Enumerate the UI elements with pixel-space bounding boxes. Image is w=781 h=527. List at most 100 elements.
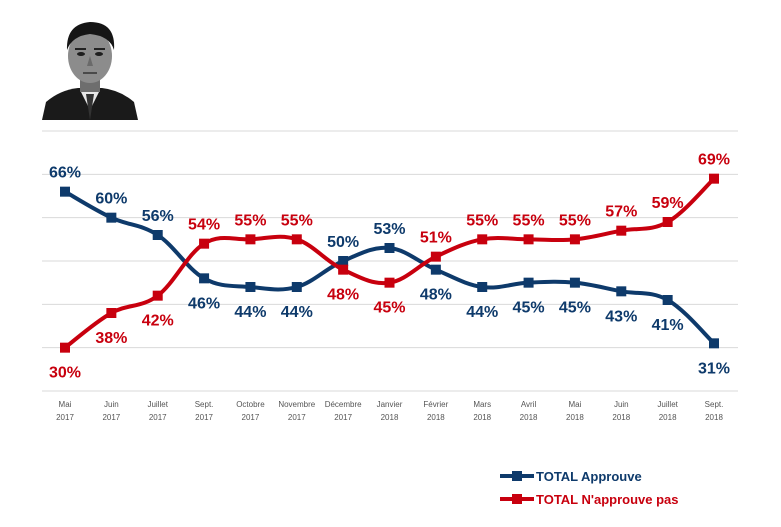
point-disapprove [709, 173, 719, 184]
x-tick-label-month: Juin [104, 400, 119, 409]
point-approve [616, 286, 627, 297]
data-label-disapprove: 45% [373, 300, 405, 317]
point-disapprove [338, 264, 349, 275]
data-label-disapprove: 59% [652, 195, 684, 212]
legend-label-disapprove: TOTAL N'approuve pas [536, 491, 679, 507]
legend-swatch-approve [500, 466, 534, 486]
x-tick-label-year: 2018 [520, 413, 538, 422]
data-label-disapprove: 30% [49, 365, 81, 382]
point-approve [338, 256, 349, 266]
point-approve [523, 277, 534, 288]
x-tick-label-month: Avril [521, 400, 537, 409]
data-label-approve: 50% [327, 234, 359, 251]
point-disapprove [152, 290, 163, 301]
data-label-approve: 44% [466, 304, 498, 321]
data-label-approve: 45% [513, 300, 545, 317]
point-disapprove [245, 234, 256, 245]
point-approve [152, 230, 163, 240]
point-approve [569, 277, 580, 288]
data-label-approve: 44% [234, 304, 266, 321]
x-tick-label-year: 2018 [566, 413, 584, 422]
data-label-disapprove: 38% [95, 330, 127, 347]
x-tick-label-year: 2017 [56, 413, 74, 422]
data-label-approve: 48% [420, 287, 452, 304]
x-tick-label-year: 2017 [195, 413, 213, 422]
x-tick-label-month: Novembre [278, 400, 315, 409]
x-tick-label-year: 2018 [705, 413, 723, 422]
point-disapprove [477, 234, 488, 245]
data-label-disapprove: 54% [188, 217, 220, 234]
data-label-disapprove: 57% [605, 204, 637, 221]
legend-swatch-disapprove [500, 489, 534, 509]
x-tick-label-year: 2017 [288, 413, 306, 422]
x-tick-label-year: 2017 [242, 413, 260, 422]
point-approve [477, 282, 488, 292]
x-tick-label-month: Octobre [236, 400, 265, 409]
data-label-approve: 60% [95, 191, 127, 208]
point-disapprove [662, 217, 673, 227]
data-label-approve: 46% [188, 295, 220, 312]
data-label-disapprove: 55% [513, 212, 545, 229]
x-tick-label-year: 2017 [149, 413, 167, 422]
point-approve [430, 264, 441, 275]
point-disapprove [106, 308, 117, 318]
point-disapprove [569, 234, 580, 245]
legend-label-approve: TOTAL Approuve [536, 468, 642, 484]
data-label-disapprove: 55% [559, 212, 591, 229]
data-label-approve: 66% [49, 165, 81, 182]
point-approve [60, 186, 70, 197]
legend-item-disapprove: TOTAL N'approuve pas [500, 489, 679, 509]
portrait-photo [40, 10, 140, 120]
x-tick-label-month: Sept. [705, 400, 724, 409]
point-disapprove [430, 251, 441, 262]
data-label-disapprove: 48% [327, 287, 359, 304]
data-label-disapprove: 55% [234, 212, 266, 229]
x-tick-label-year: 2017 [102, 413, 120, 422]
data-label-disapprove: 42% [142, 313, 174, 330]
point-disapprove [523, 234, 534, 245]
data-label-approve: 56% [142, 208, 174, 225]
x-tick-label-year: 2018 [427, 413, 445, 422]
data-label-approve: 41% [652, 317, 684, 334]
data-label-disapprove: 51% [420, 230, 452, 247]
x-tick-label-year: 2018 [612, 413, 630, 422]
x-tick-label-month: Décembre [325, 400, 362, 409]
series-lines [60, 173, 719, 353]
data-label-disapprove: 69% [698, 152, 730, 169]
point-approve [106, 212, 117, 223]
x-tick-label-month: Mai [59, 400, 72, 409]
x-tick-label-month: Janvier [377, 400, 403, 409]
x-tick-label-month: Juillet [657, 400, 678, 409]
point-approve [709, 338, 719, 349]
x-tick-label-year: 2018 [473, 413, 491, 422]
point-approve [245, 282, 256, 292]
x-tick-label-month: Mars [473, 400, 491, 409]
point-approve [291, 282, 302, 292]
data-label-disapprove: 55% [466, 212, 498, 229]
x-tick-label-month: Juillet [147, 400, 168, 409]
x-tick-label-month: Juin [614, 400, 629, 409]
x-tick-label-year: 2018 [381, 413, 399, 422]
point-disapprove [291, 234, 302, 245]
point-approve [199, 273, 210, 284]
x-axis-ticks: Mai 2017 Juin 2017 Juillet 2017 Sept. 2017 Octob… [56, 400, 723, 422]
point-disapprove [60, 342, 70, 353]
man-portrait-photo [40, 10, 140, 120]
point-approve [662, 295, 673, 305]
x-tick-label-month: Mai [568, 400, 581, 409]
x-tick-label-month: Sept. [195, 400, 214, 409]
point-disapprove [616, 225, 627, 236]
data-label-approve: 31% [698, 360, 730, 377]
x-tick-label-month: Février [423, 400, 448, 409]
data-label-approve: 53% [373, 221, 405, 238]
point-disapprove [384, 277, 395, 288]
data-labels: 66% 60% 56% 46% 44% 44% 50% 53% 48% 44% 45% 45% 43% 4… [49, 152, 730, 382]
legend-item-approve: TOTAL Approuve [500, 466, 642, 486]
gridlines [42, 130, 738, 392]
data-label-approve: 43% [605, 308, 637, 325]
data-label-disapprove: 55% [281, 212, 313, 229]
data-label-approve: 44% [281, 304, 313, 321]
point-approve [384, 243, 395, 253]
x-tick-label-year: 2017 [334, 413, 352, 422]
